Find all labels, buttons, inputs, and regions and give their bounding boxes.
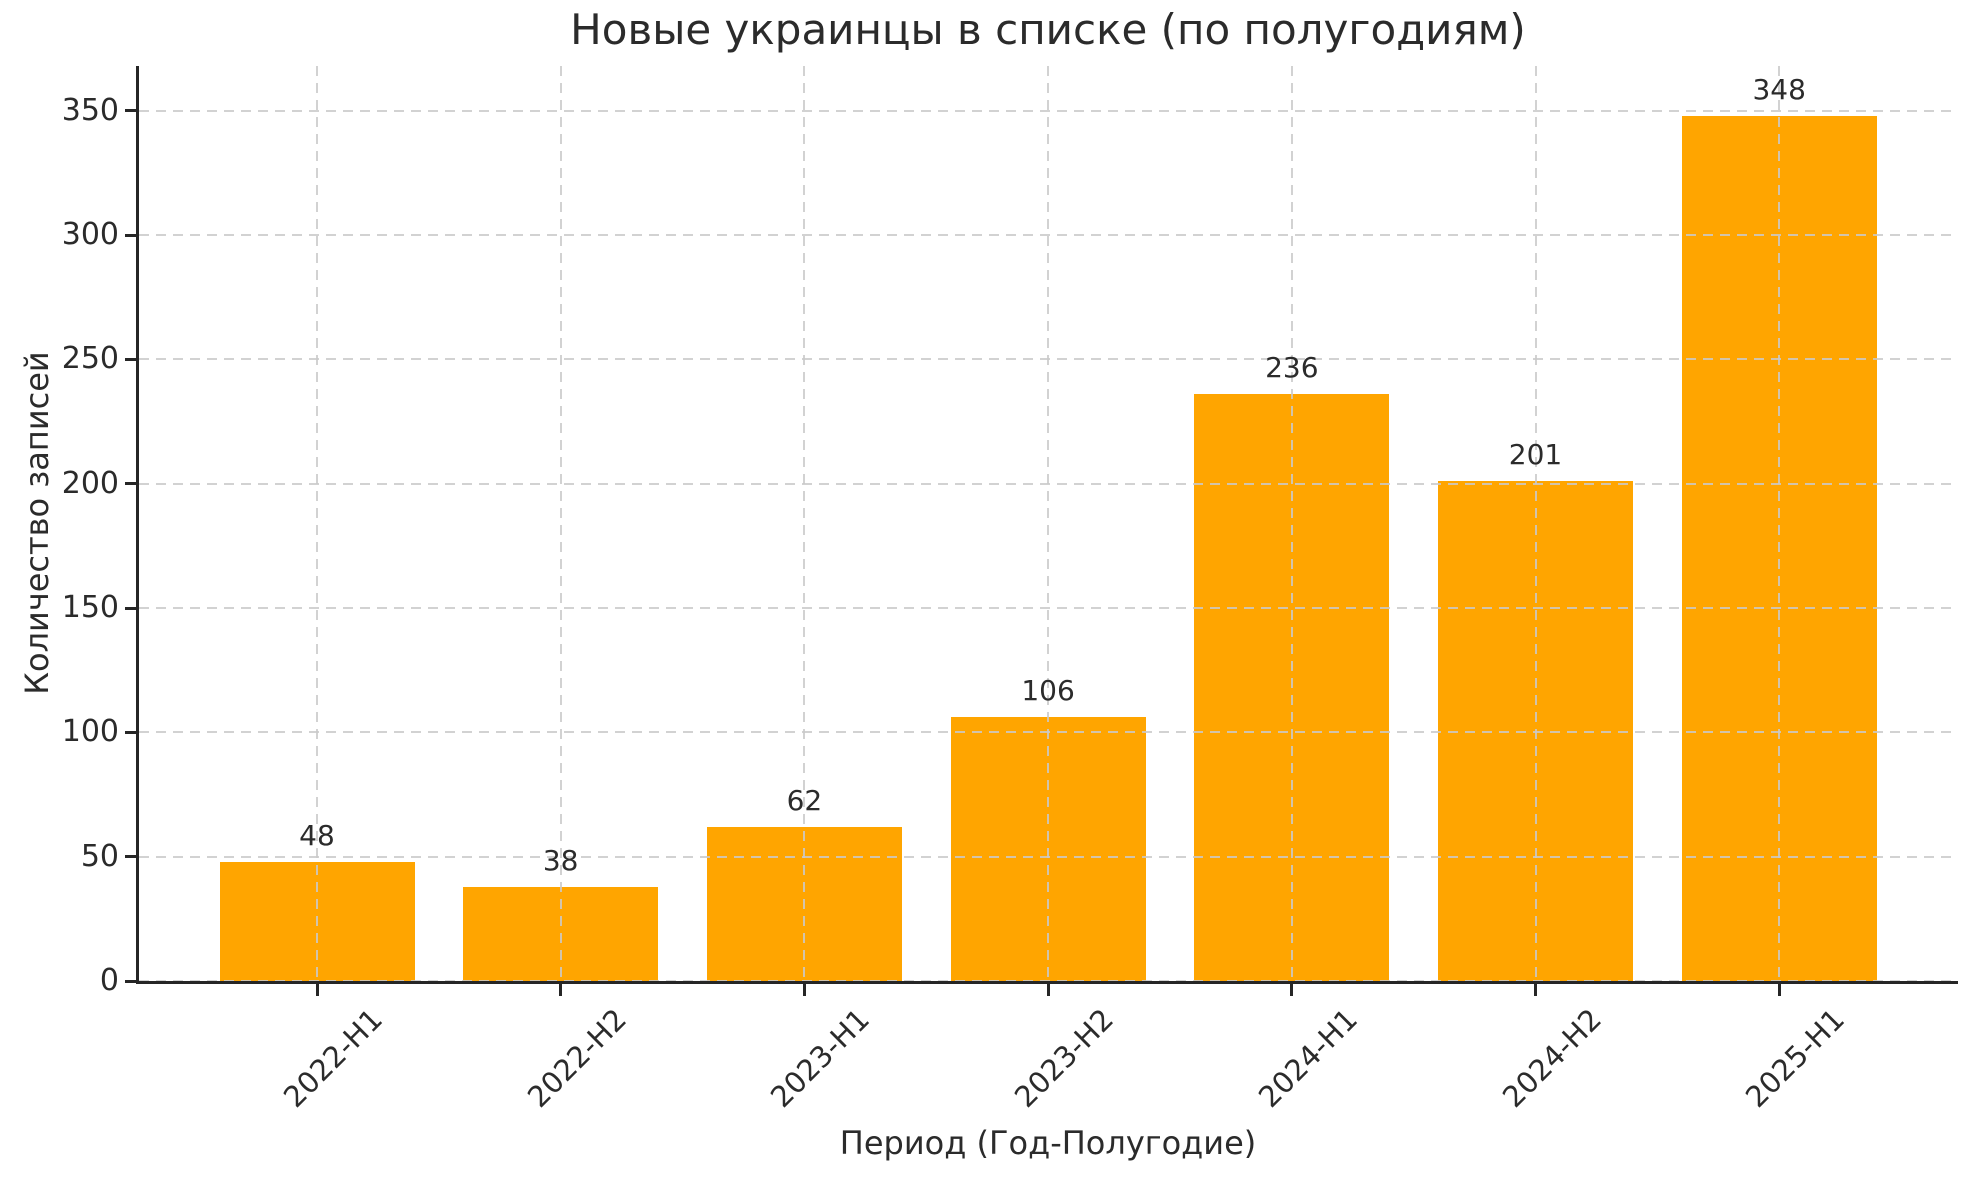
x-axis-spine [136,981,1958,984]
bar-value-label: 236 [1265,351,1319,385]
bar-value-label: 48 [299,818,335,852]
y-axis-title: Количество записей [18,351,56,695]
gridline-x-2025-H1 [1778,66,1781,981]
gridline-x-2022-H1 [316,66,318,981]
y-tick-mark [125,855,136,859]
y-tick-mark [125,979,136,983]
y-tick-mark [125,109,136,113]
y-tick-mark [125,357,136,361]
gridline-x-2024-H1 [1290,66,1293,981]
y-tick-label: 50 [80,838,119,874]
x-tick-label: 2023-H1 [764,1002,877,1115]
y-tick-mark [125,730,136,734]
y-tick-label: 150 [61,590,119,626]
gridline-x-2022-H2 [559,66,562,981]
bar-value-label: 38 [542,843,579,877]
x-tick-mark [1046,984,1050,996]
x-tick-mark [315,984,319,996]
x-tick-mark [1534,984,1537,996]
bar-value-label: 201 [1508,438,1563,472]
x-tick-mark [1290,984,1294,996]
x-tick-mark [1777,984,1781,996]
y-tick-mark [125,233,136,237]
bar-value-label: 106 [1021,674,1075,708]
gridline-x-2023-H1 [803,66,806,981]
y-tick-label: 250 [61,341,119,377]
x-tick-label: 2024-H2 [1495,1002,1608,1115]
x-tick-label: 2025-H1 [1739,1002,1852,1115]
gridline-x-2023-H2 [1047,66,1050,981]
y-tick-label: 0 [99,963,119,998]
y-tick-label: 100 [61,714,119,750]
bar-value-label: 348 [1752,72,1806,106]
x-tick-mark [559,984,563,996]
y-tick-label: 200 [61,465,119,501]
x-tick-label: 2023-H2 [1008,1002,1121,1115]
x-axis-title: Период (Год-Полугодие) [839,1124,1257,1162]
y-tick-mark [125,606,136,610]
y-tick-label: 300 [61,217,119,253]
y-tick-label: 350 [61,92,119,128]
x-tick-mark [802,984,806,996]
bar-value-label: 62 [786,783,823,817]
chart-title: Новые украинцы в списке (по полугодиям) [570,5,1526,54]
y-axis-spine [136,66,139,984]
x-tick-label: 2024-H1 [1251,1002,1364,1115]
gridline-x-2024-H2 [1534,66,1537,981]
x-tick-label: 2022-H1 [276,1002,390,1115]
x-tick-label: 2022-H2 [520,1002,633,1115]
y-tick-mark [125,482,136,486]
plot-area [139,66,1958,982]
